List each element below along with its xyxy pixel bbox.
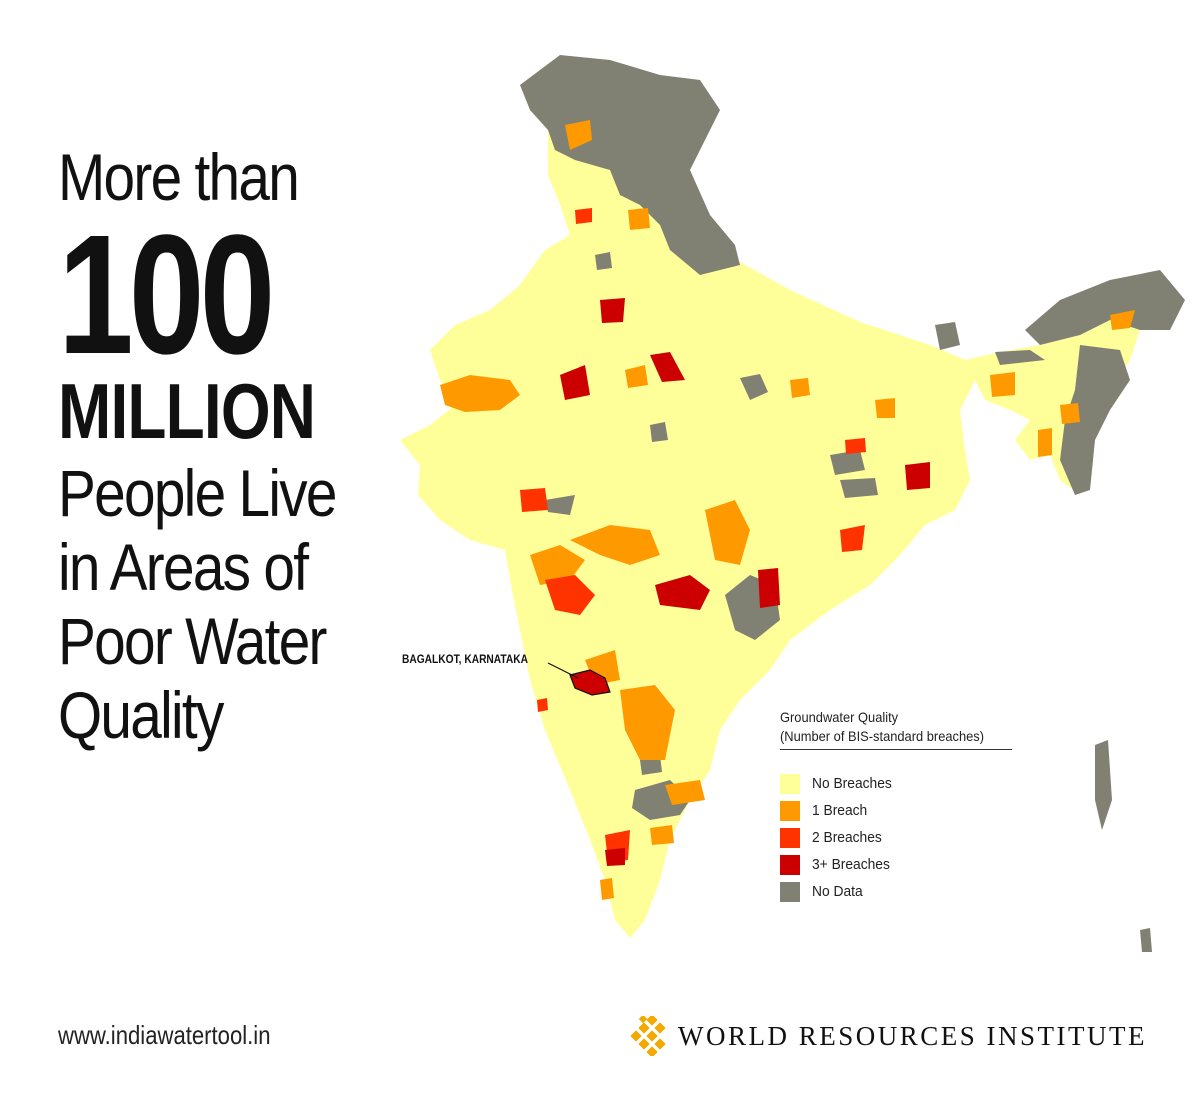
one-breach-region [875, 398, 895, 418]
legend-title-line-1: Groundwater Quality [780, 709, 899, 725]
legend-divider [780, 749, 1012, 750]
legend-item-no-data: No Data [780, 878, 1012, 905]
legend-title-line-2: (Number of BIS-standard breaches) [780, 728, 985, 744]
three-plus-breaches-region [758, 568, 780, 608]
headline-number: 100 [58, 200, 275, 390]
one-breach-region [790, 378, 810, 398]
india-landmass [400, 118, 1140, 938]
two-breaches-region [537, 698, 548, 712]
one-breach-region [620, 685, 675, 760]
legend-swatch [780, 773, 800, 794]
one-breach-region [650, 825, 674, 845]
one-breach-region [1110, 310, 1135, 330]
one-breach-region [665, 780, 705, 805]
three-plus-breaches-region [650, 352, 685, 382]
headline-line-7: Quality [58, 678, 224, 752]
one-breach-region [990, 372, 1015, 397]
wri-knot-icon [630, 1016, 666, 1056]
one-breach-region [705, 500, 750, 565]
bagalkot-district [569, 669, 611, 696]
website-link[interactable]: www.indiawatertool.in [58, 1020, 271, 1050]
callout-leader-line [547, 662, 579, 679]
legend-item-1-breach: 1 Breach [780, 797, 1012, 824]
one-breach-region [625, 365, 648, 388]
no-data-region [545, 495, 575, 515]
legend-label: No Data [812, 883, 863, 900]
one-breach-region [530, 545, 585, 585]
one-breach-region [628, 208, 650, 230]
three-plus-breaches-region [600, 298, 625, 323]
three-plus-breaches-region [560, 365, 590, 400]
headline: More than 100 MILLION People Live in Are… [58, 140, 388, 752]
one-breach-region [440, 375, 520, 412]
legend-swatch [780, 854, 800, 875]
two-breaches-region [575, 208, 592, 224]
one-breach-region [1038, 428, 1052, 457]
three-plus-breaches-region [655, 575, 710, 610]
two-breaches-region [840, 525, 865, 552]
no-data-region [1095, 740, 1112, 830]
legend-item-2-breaches: 2 Breaches [780, 824, 1012, 851]
legend-label: 3+ Breaches [812, 856, 890, 873]
one-breach-region [600, 878, 614, 900]
headline-line-6: Poor Water [58, 604, 327, 678]
legend-label: 1 Breach [812, 802, 868, 819]
one-breach-region [570, 525, 660, 565]
legend-swatch [780, 800, 800, 821]
no-data-region [1060, 345, 1130, 495]
headline-line-5: in Areas of [58, 530, 309, 604]
wri-name: WORLD RESOURCES INSTITUTE [678, 1020, 1147, 1051]
headline-unit: MILLION [58, 367, 316, 455]
three-plus-breaches-region [905, 462, 930, 490]
one-breach-region [1060, 403, 1080, 424]
legend-swatch [780, 827, 800, 848]
legend-label: No Breaches [812, 775, 892, 792]
two-breaches-region [845, 438, 866, 454]
no-data-region [1140, 928, 1152, 952]
no-data-region [935, 322, 960, 350]
legend: Groundwater Quality (Number of BIS-stand… [780, 708, 1012, 905]
two-breaches-region [545, 575, 595, 615]
no-data-region [1025, 270, 1185, 345]
no-data-region [830, 450, 865, 475]
legend-label: 2 Breaches [812, 829, 882, 846]
no-data-region [740, 374, 768, 400]
no-data-region [520, 55, 740, 275]
wri-logo: WORLD RESOURCES INSTITUTE [628, 1016, 1147, 1056]
three-plus-breaches-region [605, 848, 625, 866]
no-data-region [840, 478, 878, 498]
no-data-region [995, 350, 1045, 365]
headline-line-1: More than [58, 140, 300, 214]
legend-swatch [780, 881, 800, 902]
one-breach-region [565, 120, 592, 150]
no-data-region [595, 252, 612, 270]
no-data-region [650, 422, 668, 442]
two-breaches-region [520, 488, 548, 512]
legend-item-3-plus-breaches: 3+ Breaches [780, 851, 1012, 878]
legend-item-no-breaches: No Breaches [780, 770, 1012, 797]
bagalkot-callout-label: BAGALKOT, KARNATAKA [402, 652, 528, 666]
headline-line-4: People Live [58, 456, 337, 530]
